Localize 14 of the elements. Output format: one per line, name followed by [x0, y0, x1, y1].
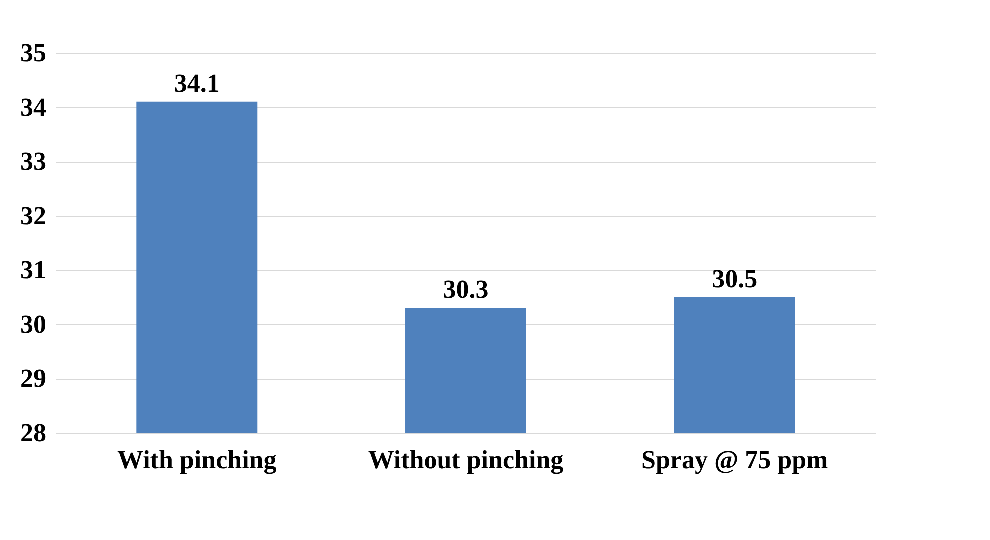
- x-tick-label: With pinching: [118, 446, 277, 474]
- data-label: 30.5: [712, 264, 758, 294]
- data-label: 34.1: [174, 68, 220, 98]
- x-tick-label: Spray @ 75 ppm: [641, 446, 829, 474]
- y-tick-label: 35: [20, 38, 46, 68]
- y-tick-label: 34: [20, 92, 46, 122]
- y-tick-label: 29: [20, 364, 46, 394]
- y-tick-label: 32: [20, 201, 46, 230]
- y-tick-label: 33: [20, 147, 46, 176]
- y-tick-label: 31: [20, 256, 46, 285]
- x-tick-label: Without pinching: [368, 446, 564, 474]
- y-tick-label: 30: [20, 310, 46, 339]
- y-tick-label: 28: [20, 418, 46, 448]
- data-label: 30.3: [443, 275, 489, 304]
